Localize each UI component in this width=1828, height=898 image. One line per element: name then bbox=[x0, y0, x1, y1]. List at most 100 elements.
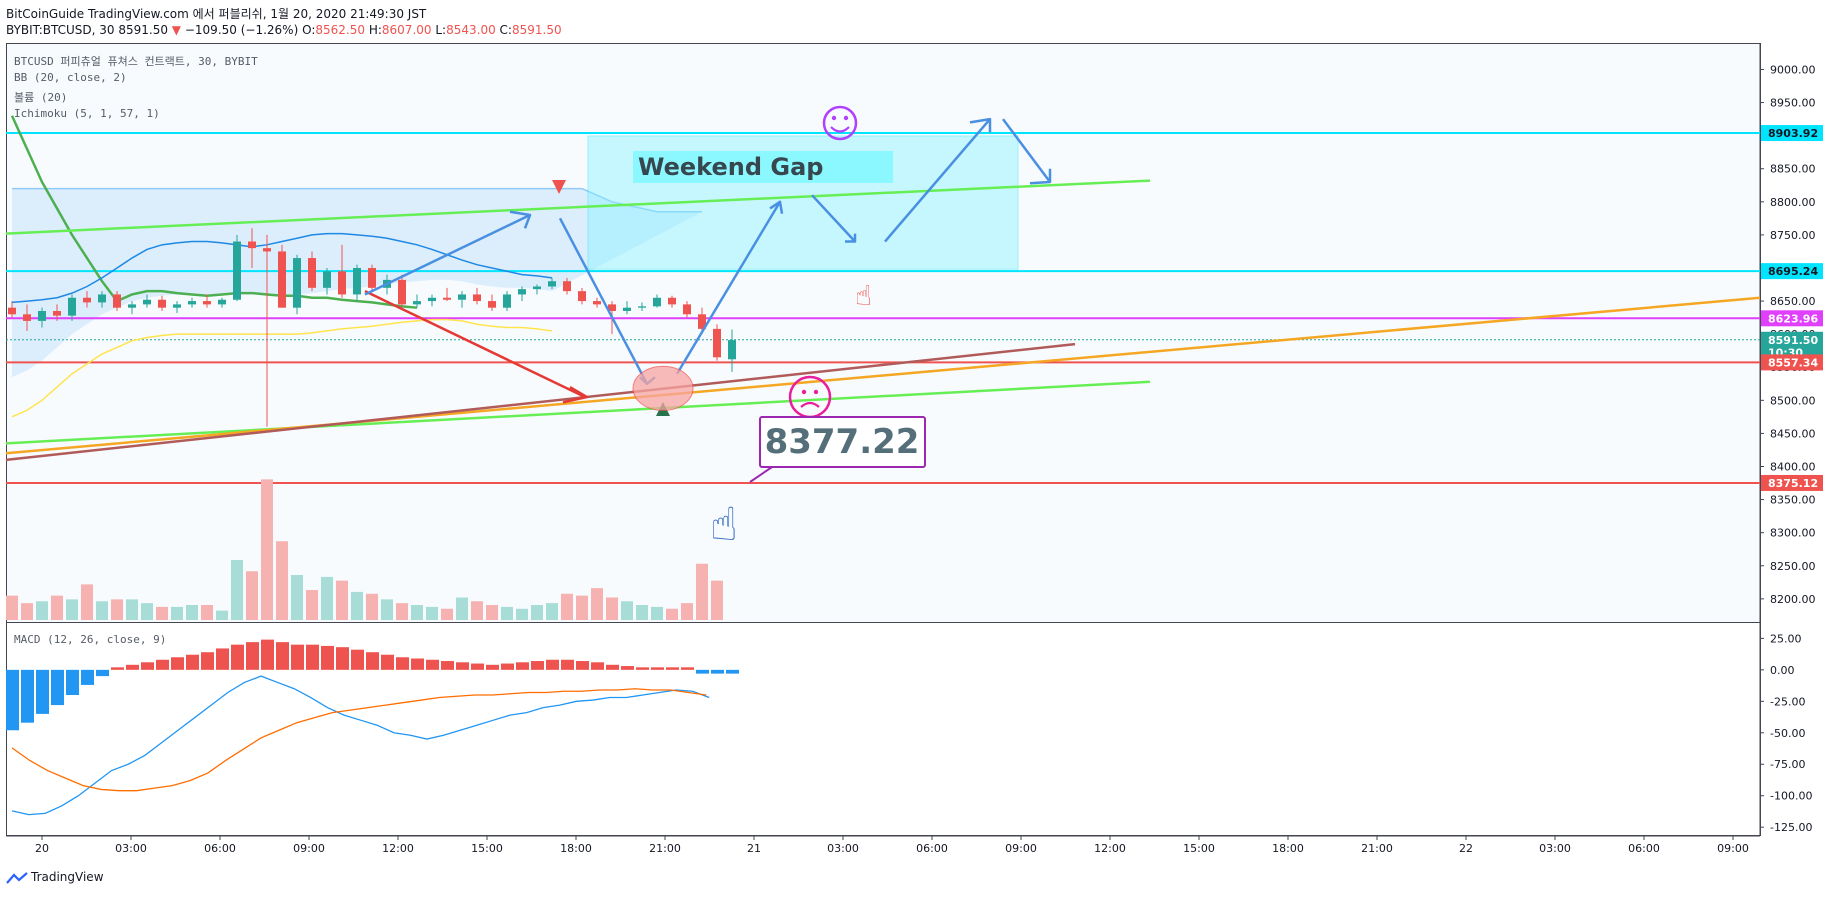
price-tick-label: 8950.00 bbox=[1770, 97, 1816, 110]
candle-body bbox=[38, 310, 46, 321]
price-tick-label: 8300.00 bbox=[1770, 527, 1816, 540]
macd-histogram-bar bbox=[21, 669, 34, 723]
price-axis-label: 8695.24 bbox=[1768, 265, 1818, 278]
macd-histogram-bar bbox=[126, 664, 139, 670]
volume-bar bbox=[246, 571, 258, 620]
sad-face-icon-mouth bbox=[800, 401, 820, 408]
candle-body bbox=[203, 301, 211, 305]
candle-body bbox=[593, 301, 601, 305]
volume-bar bbox=[621, 601, 633, 620]
volume-bar bbox=[201, 605, 213, 620]
volume-bar bbox=[426, 606, 438, 620]
time-tick-label: 03:00 bbox=[1539, 842, 1571, 855]
brand-label: TradingView bbox=[31, 870, 104, 884]
price-tick-label: 8400.00 bbox=[1770, 460, 1816, 473]
bb-upper-line bbox=[12, 187, 702, 213]
macd-histogram-bar bbox=[531, 661, 544, 670]
volume-bar bbox=[561, 593, 573, 620]
volume-bar bbox=[516, 608, 528, 620]
time-tick-label: 21:00 bbox=[649, 842, 681, 855]
volume-bar bbox=[96, 601, 108, 620]
macd-histogram-bar bbox=[441, 661, 454, 670]
volume-bar bbox=[141, 603, 153, 620]
candle-body bbox=[623, 307, 631, 311]
last-price: 8591.50 bbox=[118, 23, 168, 37]
legend-ichimoku: Ichimoku (5, 1, 57, 1) bbox=[14, 107, 160, 120]
weekend-gap-label: Weekend Gap bbox=[638, 153, 823, 181]
candle-body bbox=[68, 297, 76, 316]
volume-bar bbox=[81, 584, 93, 620]
volume-bar bbox=[126, 599, 138, 620]
tradingview-logo-icon bbox=[6, 871, 28, 884]
volume-bar bbox=[396, 603, 408, 620]
price-axis-label: 8591.50 bbox=[1768, 334, 1818, 347]
candle-body bbox=[713, 328, 721, 358]
macd-histogram-bar bbox=[726, 669, 739, 674]
open-value: 8562.50 bbox=[315, 23, 365, 37]
arrow-blue-6 bbox=[1001, 118, 1052, 183]
arrow-blue-6-head bbox=[1029, 168, 1052, 185]
volume-bar bbox=[681, 603, 693, 620]
macd-histogram-bar bbox=[681, 667, 694, 670]
volume-bar bbox=[486, 605, 498, 620]
price-tick-label: 8500.00 bbox=[1770, 394, 1816, 407]
candle-body bbox=[668, 297, 676, 305]
macd-histogram-bar bbox=[186, 654, 199, 670]
candle-body bbox=[293, 258, 301, 308]
volume-bar bbox=[156, 606, 168, 620]
volume-bar bbox=[576, 595, 588, 620]
weekend-gap-label-bg bbox=[633, 151, 893, 183]
candle-body bbox=[473, 294, 481, 302]
time-tick-label: 03:00 bbox=[827, 842, 859, 855]
tradingview-brand[interactable]: TradingView bbox=[6, 870, 104, 884]
smiley-face-icon-eye bbox=[843, 115, 849, 121]
macd-histogram-bar bbox=[336, 647, 349, 670]
candle-body bbox=[488, 301, 496, 308]
trendline-green-lower bbox=[5, 380, 1151, 445]
macd-histogram-bar bbox=[711, 669, 724, 674]
macd-histogram-bar bbox=[381, 654, 394, 670]
arrow-blue-3 bbox=[675, 201, 782, 375]
macd-histogram-bar bbox=[621, 666, 634, 670]
volume-bar bbox=[261, 479, 273, 620]
volume-bar bbox=[531, 605, 543, 620]
macd-histogram-bar bbox=[411, 658, 424, 670]
volume-bar bbox=[546, 603, 558, 620]
macd-histogram-bar bbox=[321, 645, 334, 670]
arrow-blue-5 bbox=[884, 118, 991, 243]
candle-body bbox=[263, 248, 271, 252]
candle-body bbox=[428, 297, 436, 302]
time-tick-label: 22 bbox=[1459, 842, 1473, 855]
smiley-face-icon-outline bbox=[822, 105, 858, 141]
trendline-green-upper bbox=[5, 179, 1151, 235]
volume-bar bbox=[111, 599, 123, 620]
open-label: O: bbox=[302, 23, 316, 37]
time-tick-label: 12:00 bbox=[382, 842, 414, 855]
publish-info: BitCoinGuide TradingView.com 에서 퍼블리쉬, 1월… bbox=[6, 7, 427, 21]
bb-lower-line bbox=[11, 318, 553, 418]
arrow-blue-2 bbox=[558, 217, 649, 385]
candle-body bbox=[233, 241, 241, 300]
volume-bar bbox=[306, 590, 318, 620]
volume-bar bbox=[651, 606, 663, 620]
macd-tick-label: -100.00 bbox=[1770, 790, 1812, 803]
legend-symbol: BTCUSD 퍼피츄얼 퓨쳐스 컨트랙트, 30, BYBIT bbox=[14, 55, 258, 68]
time-tick-label: 09:00 bbox=[1005, 842, 1037, 855]
macd-histogram-bar bbox=[546, 659, 559, 670]
price-change: −109.50 (−1.26%) bbox=[184, 23, 299, 37]
volume-bar bbox=[411, 605, 423, 620]
candle-body bbox=[23, 314, 31, 321]
candle-body bbox=[518, 289, 526, 295]
candle-body bbox=[143, 299, 151, 305]
macd-histogram-bar bbox=[576, 661, 589, 670]
price-axis-label-bg bbox=[1761, 331, 1823, 348]
macd-histogram-bar bbox=[156, 659, 169, 670]
macd-histogram-bar bbox=[231, 644, 244, 670]
macd-line bbox=[11, 675, 710, 816]
smiley-face-icon-mouth bbox=[830, 126, 850, 133]
price-tick-label: 8200.00 bbox=[1770, 593, 1816, 606]
macd-tick-label: -25.00 bbox=[1770, 695, 1805, 708]
ohlc-bar: BYBIT:BTCUSD, 30 8591.50 ▼ −109.50 (−1.2… bbox=[6, 23, 562, 37]
macd-tick-label: 0.00 bbox=[1770, 664, 1795, 677]
